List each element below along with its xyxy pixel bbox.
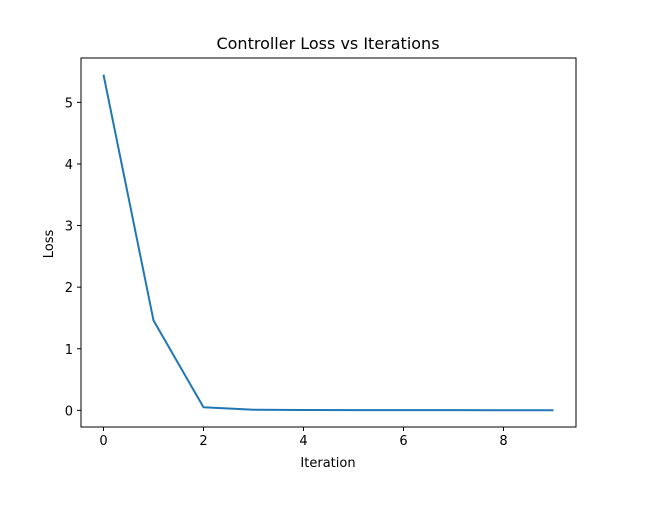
x-axis-label: Iteration	[300, 456, 355, 471]
y-axis-label: Loss	[42, 230, 57, 259]
series-layer	[102, 74, 554, 412]
x-tick-label: 4	[299, 434, 307, 449]
x-tick-label: 6	[399, 434, 407, 449]
x-tick-label: 8	[499, 434, 507, 449]
x-tick-label: 0	[99, 434, 107, 449]
y-axis-ticks: 0 1 2 3 4 5	[65, 96, 81, 419]
y-tick-label: 5	[65, 96, 73, 111]
x-tick-label: 2	[199, 434, 207, 449]
axes-frame	[80, 57, 577, 428]
y-tick-label: 0	[65, 404, 73, 419]
y-tick-label: 1	[65, 343, 73, 358]
y-tick-label: 3	[65, 220, 73, 235]
x-axis-ticks: 0 2 4 6 8	[99, 427, 508, 449]
loss-series-line	[102, 74, 554, 412]
chart-title: Controller Loss vs Iterations	[216, 34, 439, 53]
y-tick-label: 2	[65, 281, 73, 296]
y-tick-label: 4	[65, 158, 73, 173]
